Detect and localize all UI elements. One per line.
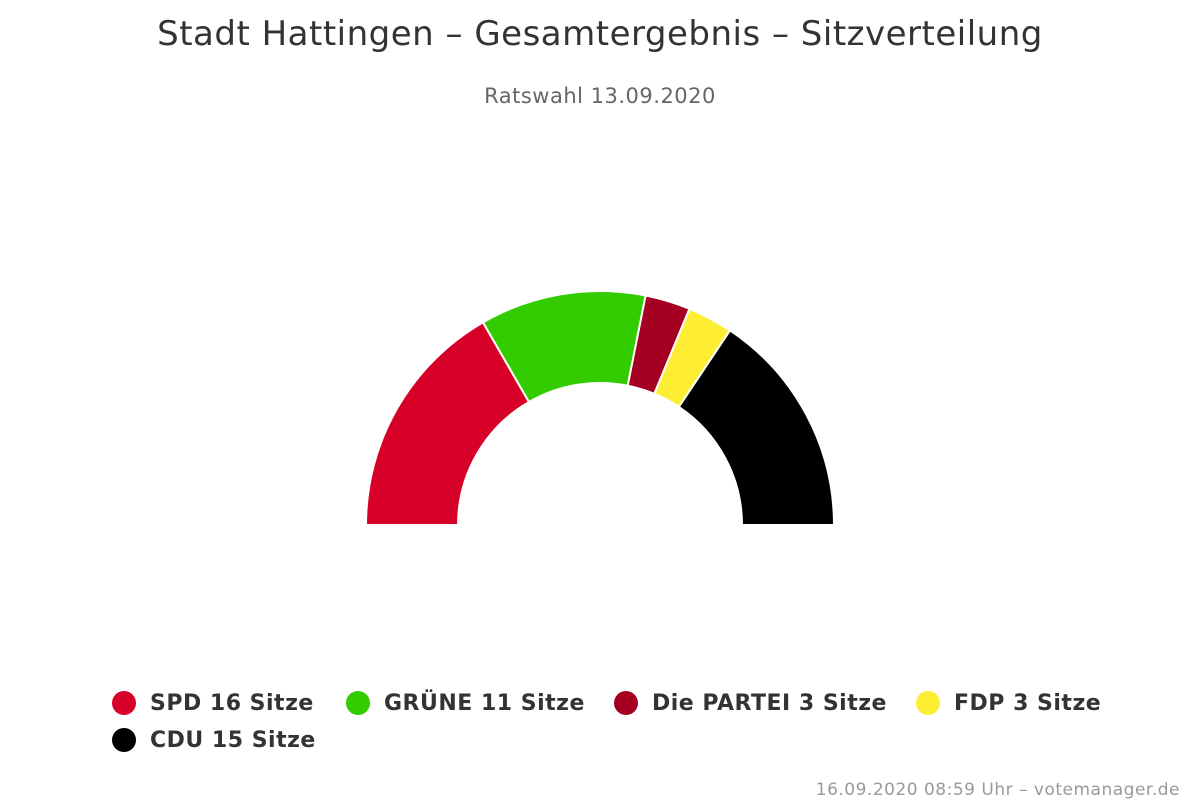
legend-swatch-die-partei [614, 691, 638, 715]
legend-swatch-spd [112, 691, 136, 715]
legend-label-gruene: GRÜNE 11 Sitze [384, 690, 585, 716]
legend-item-gruene[interactable]: GRÜNE 11 Sitze [346, 686, 585, 720]
legend-item-cdu[interactable]: CDU 15 Sitze [112, 723, 316, 757]
legend-item-die-partei[interactable]: Die PARTEI 3 Sitze [614, 686, 887, 720]
chart-title: Stadt Hattingen – Gesamtergebnis – Sitzv… [157, 14, 1043, 54]
legend-label-die-partei: Die PARTEI 3 Sitze [652, 690, 887, 716]
seat-segment-cdu[interactable] [677, 329, 835, 526]
legend-label-fdp: FDP 3 Sitze [954, 690, 1102, 716]
legend-item-fdp[interactable]: FDP 3 Sitze [916, 686, 1101, 720]
legend-item-spd[interactable]: SPD 16 Sitze [112, 686, 314, 720]
credits-text[interactable]: 16.09.2020 08:59 Uhr – votemanager.de [815, 780, 1180, 800]
seat-segment-spd[interactable] [365, 321, 530, 526]
legend-swatch-gruene [346, 691, 370, 715]
legend-swatch-fdp [916, 691, 940, 715]
legend-label-cdu: CDU 15 Sitze [150, 727, 316, 753]
chart-subtitle: Ratswahl 13.09.2020 [484, 84, 716, 108]
legend-swatch-cdu [112, 728, 136, 752]
legend-label-spd: SPD 16 Sitze [150, 690, 314, 716]
